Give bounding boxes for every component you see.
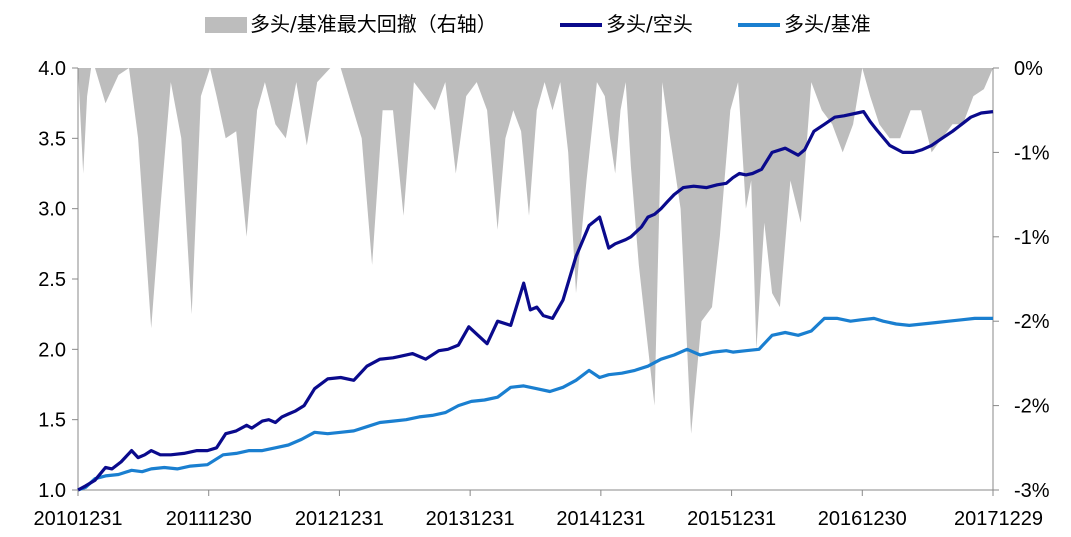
left-tick-label: 2.0 <box>38 339 66 361</box>
drawdown-area <box>78 68 993 434</box>
right-tick-label: -1% <box>1014 227 1050 249</box>
x-tick-label: 20171229 <box>954 508 1043 530</box>
line-series-layer <box>77 109 994 492</box>
x-axis-ticks: 20101231 20111230 20121231 20131231 20141231… <box>34 490 1043 530</box>
x-tick-label: 20101231 <box>34 508 123 530</box>
legend: 多头/基准最大回撤（右轴） 多头/空头 多头/基准 <box>205 12 871 36</box>
x-tick-label: 20151231 <box>687 508 776 530</box>
left-tick-label: 2.5 <box>38 269 66 291</box>
right-axis-ticks: 0% -1% -1% -2% -2% -3% <box>993 58 1050 502</box>
x-tick-label: 20121231 <box>295 508 384 530</box>
axes <box>77 68 994 491</box>
left-tick-label: 1.5 <box>38 410 66 432</box>
right-tick-label: 0% <box>1014 58 1043 80</box>
x-tick-label: 20141231 <box>556 508 645 530</box>
x-tick-label: 20131231 <box>426 508 515 530</box>
left-tick-label: 3.0 <box>38 199 66 221</box>
left-tick-label: 3.5 <box>38 128 66 150</box>
series-line-long-benchmark <box>77 316 993 492</box>
right-tick-label: -2% <box>1014 396 1050 418</box>
left-tick-label: 4.0 <box>38 58 66 80</box>
x-tick-label: 20111230 <box>166 508 252 530</box>
x-tick-label: 20161230 <box>818 508 907 530</box>
legend-swatch-drawdown <box>205 17 247 33</box>
left-tick-label: 1.0 <box>38 480 66 502</box>
left-axis-ticks: 1.0 1.5 2.0 2.5 3.0 3.5 4.0 <box>38 58 78 502</box>
legend-label-drawdown: 多头/基准最大回撤（右轴） <box>250 12 497 36</box>
right-tick-label: -1% <box>1014 142 1050 164</box>
right-tick-label: -2% <box>1014 311 1050 333</box>
legend-label-long-benchmark: 多头/基准 <box>784 12 871 36</box>
series-line-long-short <box>77 109 994 492</box>
drawdown-area-layer <box>78 68 993 434</box>
legend-label-long-short: 多头/空头 <box>606 12 693 36</box>
right-tick-label: -3% <box>1014 480 1050 502</box>
